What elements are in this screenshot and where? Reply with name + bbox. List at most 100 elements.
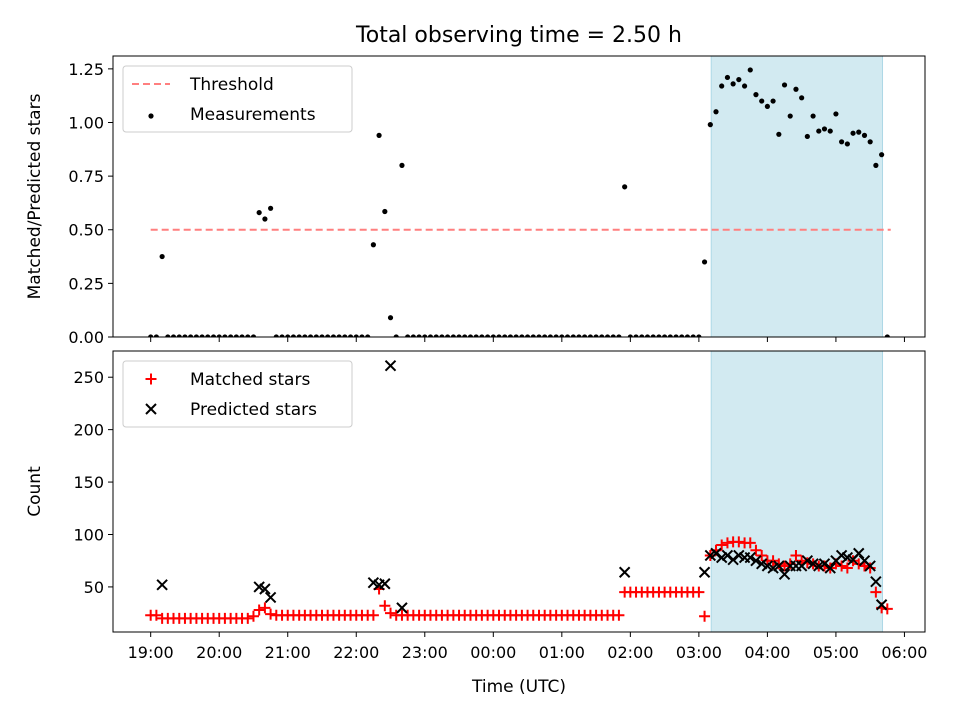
measurement-point: [879, 152, 885, 158]
matched-star-point: [721, 537, 733, 549]
x-tick-label: 01:00: [539, 643, 585, 662]
legend-box: [122, 65, 353, 133]
measurement-point: [513, 334, 519, 337]
measurement-point: [427, 334, 434, 337]
predicted-star-point: [818, 558, 831, 570]
measurement-point: [810, 113, 816, 119]
measurement-point: [148, 334, 154, 337]
measurement-point: [873, 162, 879, 168]
predicted-star-point: [384, 359, 397, 372]
measurement-point: [884, 334, 890, 337]
measurement-point: [576, 334, 582, 337]
predicted-star-point: [264, 591, 277, 604]
x-tick-label: 05:00: [813, 643, 859, 662]
predicted-star-point: [396, 602, 408, 614]
measurement-point: [696, 334, 702, 337]
predicted-star-point: [710, 547, 722, 560]
measurement-point: [359, 334, 365, 337]
y-axis-label: Count: [25, 466, 45, 517]
measurement-point: [336, 334, 342, 337]
measurement-point: [507, 334, 514, 337]
measurement-point: [644, 334, 651, 337]
measurement-point: [496, 334, 502, 337]
measurement-point: [410, 334, 416, 337]
measurement-point: [667, 334, 673, 337]
predicted-star-point: [864, 560, 876, 572]
measurement-point: [627, 334, 633, 337]
measurement-point: [633, 334, 639, 337]
measurement-point: [650, 334, 656, 337]
matched-star-point: [744, 537, 756, 549]
predicted-star-point: [727, 553, 739, 566]
measurement-point: [861, 132, 868, 138]
legend-label: Predicted stars: [190, 400, 317, 420]
measurement-point: [176, 334, 182, 337]
measurement-point: [268, 205, 274, 211]
measurement-point: [599, 334, 605, 337]
matched-star-point: [756, 549, 768, 561]
x-tick-label: 20:00: [196, 643, 242, 662]
measurement-point: [353, 334, 359, 337]
measurement-point: [376, 132, 382, 138]
measurement-point: [342, 334, 348, 337]
measurement-point: [684, 334, 691, 337]
measurement-point: [296, 334, 302, 337]
matched-star-point: [790, 549, 802, 561]
measurement-point: [747, 67, 753, 73]
measurement-point: [713, 109, 719, 115]
legend-box: [122, 360, 353, 428]
measurement-point: [153, 334, 159, 337]
x-tick-label: 02:00: [607, 643, 653, 662]
measurement-point: [182, 334, 188, 337]
measurement-point: [724, 74, 731, 81]
measurement-point: [222, 334, 228, 337]
series-measurements: [148, 67, 890, 337]
measurement-point: [839, 139, 845, 145]
measurement-point: [610, 334, 616, 337]
matched-star-point: [836, 560, 848, 572]
predicted-star-point: [801, 554, 814, 567]
measurement-point: [593, 334, 599, 337]
y-tick-label: 150: [73, 473, 104, 492]
measurement-point: [405, 334, 411, 337]
legend: Matched stars Predicted stars: [122, 360, 353, 428]
measurement-point: [313, 334, 319, 337]
measurement-point: [770, 98, 776, 104]
measurement-point: [587, 334, 594, 337]
measurement-point: [799, 95, 805, 101]
legend-label: Measurements: [190, 105, 316, 125]
x-tick-label: 06:00: [881, 643, 927, 662]
y-tick-label: 50: [84, 578, 104, 597]
matched-star-point: [864, 562, 876, 574]
measurement-point: [759, 98, 765, 104]
matched-star-point: [613, 609, 625, 621]
measurement-point: [165, 334, 171, 337]
observing-window-band: [710, 351, 884, 632]
matched-star-point: [767, 555, 779, 567]
legend-label: Threshold: [189, 75, 274, 95]
y-tick-label: 0.25: [68, 274, 104, 293]
measurement-point: [850, 130, 856, 136]
measurement-point: [307, 334, 314, 337]
measurement-point: [330, 334, 337, 337]
series-predicted-stars: [156, 359, 888, 614]
measurement-point: [701, 259, 708, 265]
measurement-point: [302, 334, 308, 337]
x-tick-label: 19:00: [128, 643, 174, 662]
predicted-star-point: [618, 566, 631, 578]
x-tick-label: 21:00: [265, 643, 311, 662]
measurement-point: [804, 133, 810, 140]
measurement-point: [793, 86, 799, 92]
legend-measurements-swatch: [148, 113, 154, 119]
measurement-point: [690, 334, 696, 337]
measurement-point: [393, 334, 399, 337]
y-tick-label: 0.75: [68, 167, 104, 186]
y-tick-label: 100: [73, 525, 104, 544]
measurement-point: [473, 334, 479, 337]
matched-star-point: [247, 610, 259, 622]
measurement-point: [530, 334, 536, 337]
measurement-point: [382, 208, 388, 215]
y-tick-label: 0.00: [68, 328, 104, 347]
axes-frame: [112, 350, 926, 633]
predicted-star-point: [698, 566, 711, 578]
